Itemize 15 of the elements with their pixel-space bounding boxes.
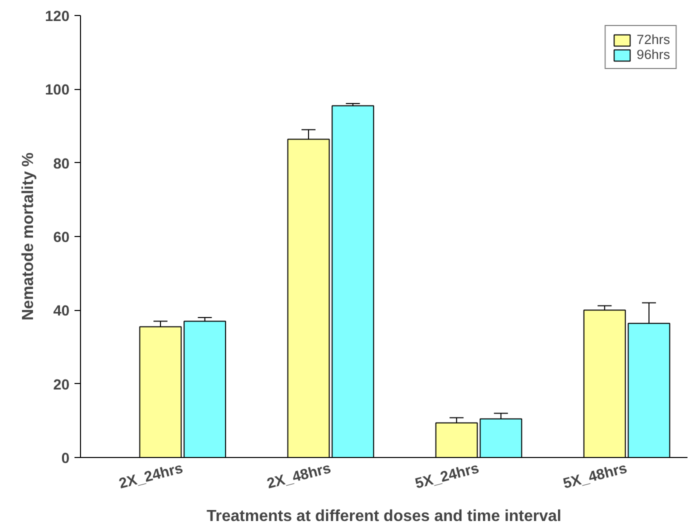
- y-tick-label: 40: [53, 304, 70, 320]
- y-tick-label: 120: [45, 9, 70, 25]
- x-axis-title: Treatments at different doses and time interval: [206, 508, 562, 526]
- x-tick-label: 2X_48hrs: [266, 460, 333, 492]
- x-tick-label: 5X_48hrs: [562, 460, 629, 492]
- y-tick-label: 60: [53, 230, 70, 246]
- y-tick-label: 100: [45, 82, 70, 99]
- y-tick-label: 0: [61, 451, 70, 467]
- y-tick-label: 80: [53, 156, 70, 172]
- x-tick-label: 5X_24hrs: [414, 460, 481, 492]
- legend-label: 96hrs: [636, 47, 670, 62]
- y-tick-label: 20: [53, 377, 70, 394]
- y-axis-title: Nematode mortality %: [20, 152, 38, 321]
- x-tick-label: 2X_24hrs: [118, 460, 185, 492]
- legend-label: 72hrs: [636, 32, 670, 47]
